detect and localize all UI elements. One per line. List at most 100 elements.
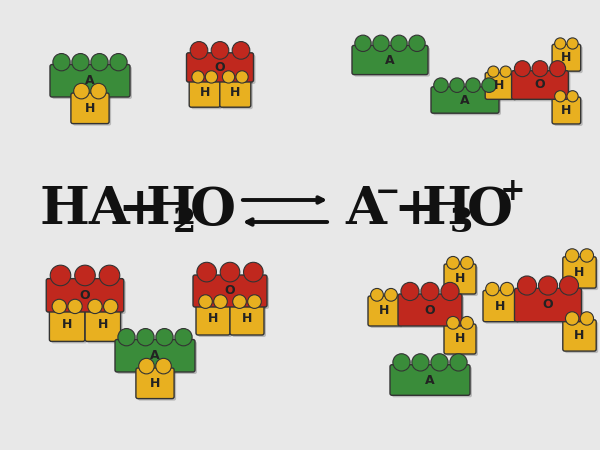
Text: H: H [421, 184, 471, 235]
Circle shape [393, 354, 410, 371]
FancyBboxPatch shape [138, 370, 176, 400]
Text: O: O [190, 184, 236, 235]
Text: O: O [224, 284, 235, 297]
FancyBboxPatch shape [49, 308, 85, 342]
Circle shape [214, 295, 227, 308]
Circle shape [538, 276, 557, 295]
FancyBboxPatch shape [552, 97, 581, 124]
Text: H: H [62, 318, 73, 331]
Text: 2: 2 [173, 206, 196, 238]
Circle shape [565, 249, 579, 262]
Circle shape [554, 91, 566, 102]
Circle shape [232, 41, 250, 59]
FancyBboxPatch shape [232, 305, 266, 337]
FancyBboxPatch shape [444, 264, 476, 294]
Circle shape [88, 299, 102, 314]
Circle shape [550, 61, 566, 77]
FancyBboxPatch shape [433, 89, 501, 115]
Circle shape [137, 328, 154, 346]
Circle shape [175, 328, 192, 346]
Circle shape [199, 295, 212, 308]
Text: +: + [393, 184, 437, 235]
FancyBboxPatch shape [487, 74, 516, 101]
Circle shape [401, 282, 419, 301]
Circle shape [580, 249, 593, 262]
FancyBboxPatch shape [517, 290, 583, 324]
Circle shape [567, 38, 578, 49]
FancyBboxPatch shape [563, 257, 596, 288]
Text: H: H [200, 86, 210, 99]
FancyBboxPatch shape [48, 281, 126, 314]
Circle shape [220, 262, 240, 282]
Text: A: A [150, 349, 160, 362]
Text: +: + [500, 176, 526, 207]
FancyBboxPatch shape [514, 73, 571, 101]
FancyBboxPatch shape [188, 55, 256, 84]
FancyBboxPatch shape [198, 305, 232, 337]
Text: A: A [425, 374, 435, 387]
Text: O: O [80, 289, 91, 302]
FancyBboxPatch shape [398, 294, 462, 326]
Text: H: H [150, 377, 160, 390]
FancyBboxPatch shape [485, 292, 518, 324]
FancyBboxPatch shape [196, 303, 230, 335]
Circle shape [192, 71, 204, 83]
Text: O: O [215, 61, 226, 74]
Circle shape [248, 295, 262, 308]
FancyBboxPatch shape [187, 53, 254, 82]
Text: 3: 3 [450, 206, 473, 238]
FancyBboxPatch shape [400, 296, 464, 328]
FancyBboxPatch shape [354, 47, 430, 76]
Text: H: H [574, 266, 584, 279]
Text: H: H [561, 104, 572, 117]
Circle shape [91, 54, 108, 71]
Circle shape [72, 54, 89, 71]
FancyBboxPatch shape [563, 320, 596, 351]
Circle shape [233, 295, 247, 308]
Circle shape [461, 316, 473, 329]
Text: O: O [542, 298, 553, 311]
Circle shape [500, 283, 514, 296]
Circle shape [91, 83, 106, 99]
FancyBboxPatch shape [554, 46, 583, 73]
FancyBboxPatch shape [390, 364, 470, 395]
FancyBboxPatch shape [52, 310, 87, 343]
Circle shape [554, 38, 566, 49]
Circle shape [485, 283, 499, 296]
Circle shape [391, 35, 407, 51]
Text: −: − [375, 176, 401, 207]
FancyBboxPatch shape [392, 367, 472, 397]
Circle shape [53, 54, 70, 71]
Circle shape [205, 71, 218, 83]
Text: +: + [117, 184, 161, 235]
Circle shape [355, 35, 371, 51]
Circle shape [446, 256, 460, 269]
FancyBboxPatch shape [444, 324, 476, 354]
Circle shape [236, 71, 248, 83]
Text: H: H [230, 86, 241, 99]
FancyBboxPatch shape [222, 80, 253, 109]
Circle shape [488, 66, 499, 77]
Circle shape [580, 312, 593, 325]
Text: H: H [85, 102, 95, 115]
Circle shape [373, 35, 389, 51]
Circle shape [211, 41, 229, 59]
Circle shape [412, 354, 429, 371]
Circle shape [450, 78, 464, 92]
Text: A: A [460, 94, 470, 107]
FancyBboxPatch shape [189, 78, 220, 107]
Circle shape [514, 61, 530, 77]
FancyBboxPatch shape [230, 303, 264, 335]
FancyBboxPatch shape [71, 93, 109, 124]
Circle shape [74, 83, 89, 99]
Circle shape [385, 288, 397, 301]
Text: H: H [242, 312, 252, 325]
Circle shape [156, 328, 173, 346]
FancyBboxPatch shape [368, 296, 400, 326]
Circle shape [197, 262, 217, 282]
Circle shape [190, 41, 208, 59]
Circle shape [68, 299, 82, 314]
Circle shape [75, 265, 95, 286]
FancyBboxPatch shape [193, 275, 267, 307]
Circle shape [409, 35, 425, 51]
